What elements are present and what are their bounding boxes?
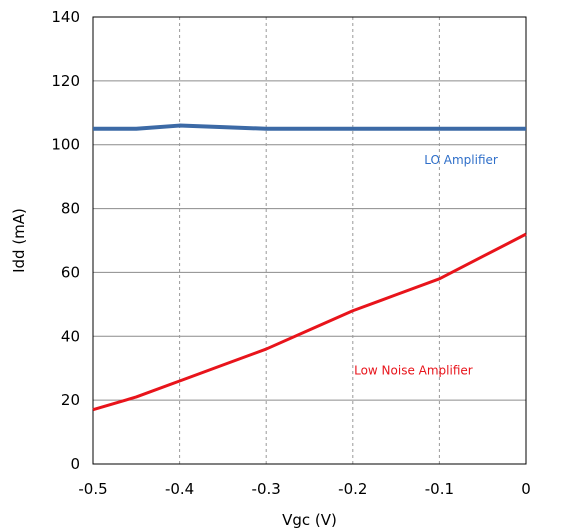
series-layer: [92, 123, 527, 412]
x-tick-label: -0.4: [165, 480, 194, 498]
y-tick-label: 40: [61, 327, 80, 345]
y-tick-label: 20: [61, 391, 80, 409]
x-tick-label: -0.3: [252, 480, 281, 498]
annotation-label: LO Amplifier: [424, 153, 498, 167]
y-tick-label: 80: [61, 200, 80, 218]
tick-labels: 0 20 40 60 80 100 120 140 -0.5 -0.4 -0.3 -0.2 -0.1 0: [51, 8, 530, 498]
y-tick-label: 60: [61, 263, 80, 281]
grid: [93, 16, 526, 465]
y-tick-label: 140: [51, 8, 80, 26]
y-tick-label: 100: [51, 136, 80, 154]
plot-area-frame: [92, 16, 527, 465]
x-tick-label: -0.2: [338, 480, 367, 498]
y-tick-label: 0: [70, 455, 80, 473]
y-axis-label: Idd (mA): [10, 208, 28, 273]
y-tick-label: 120: [51, 72, 80, 90]
annotation-label: Low Noise Amplifier: [354, 364, 473, 378]
x-tick-label: 0: [521, 480, 531, 498]
x-axis-label: Vgc (V): [282, 511, 337, 529]
series-line-lo-amplifier: [93, 123, 526, 131]
x-tick-label: -0.1: [425, 480, 454, 498]
annotations: LO Amplifier Low Noise Amplifier: [354, 153, 498, 378]
x-tick-label: -0.5: [78, 480, 107, 498]
series-line-low-noise-amplifier: [92, 232, 527, 412]
